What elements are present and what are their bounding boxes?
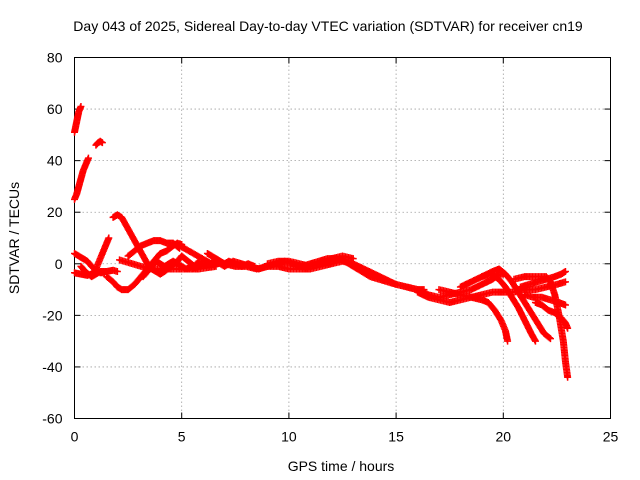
data-point <box>561 301 569 309</box>
data-point <box>564 373 572 381</box>
series-arc-u <box>516 268 569 291</box>
chart-title: Day 043 of 2025, Sidereal Day-to-day VTE… <box>73 18 583 34</box>
series-arc-s <box>478 265 554 343</box>
data-point <box>561 278 569 286</box>
axis-ticks: 0 5 10 15 20 25 -60 -40 -20 0 20 40 60 80 <box>42 50 618 445</box>
series-arc-r <box>456 270 539 345</box>
data-point <box>113 268 121 276</box>
series-arc-n <box>263 252 357 270</box>
data-point <box>561 268 569 276</box>
series-arc-w <box>521 291 569 309</box>
data-point <box>504 337 512 345</box>
data-point <box>349 255 357 263</box>
series-arc-a <box>71 102 85 136</box>
plot-frame <box>74 57 611 419</box>
x-tick-label: 10 <box>281 429 297 445</box>
data-point <box>105 234 113 242</box>
x-tick-label: 25 <box>603 429 619 445</box>
x-tick-label: 20 <box>496 429 512 445</box>
y-axis-label: SDTVAR / TECUs <box>6 182 22 294</box>
data-point <box>77 102 85 110</box>
y-tick-label: -40 <box>42 359 62 375</box>
y-tick-label: -60 <box>42 411 62 427</box>
y-tick-label: 40 <box>47 153 63 169</box>
series-arc-b <box>71 154 92 203</box>
series-arc-x <box>116 240 220 273</box>
data-point <box>531 337 539 345</box>
data-point <box>546 335 554 343</box>
data-point <box>564 324 572 332</box>
y-tick-label: 80 <box>47 50 63 66</box>
data-point <box>98 139 106 147</box>
x-tick-label: 0 <box>71 429 79 445</box>
series-arc-c <box>92 137 106 149</box>
y-tick-label: 0 <box>55 256 63 272</box>
data-point <box>545 334 553 342</box>
x-tick-label: 5 <box>178 429 186 445</box>
data-point <box>175 241 183 249</box>
y-tick-label: 60 <box>47 101 63 117</box>
data-point <box>173 240 181 248</box>
y-tick-label: -20 <box>42 307 62 323</box>
series-arc-f <box>77 262 121 281</box>
y-tick-label: 20 <box>47 204 63 220</box>
x-tick-label: 15 <box>388 429 404 445</box>
x-axis-label: GPS time / hours <box>288 458 395 474</box>
series-arc-q <box>435 286 512 345</box>
data-point <box>84 154 92 162</box>
data-points <box>71 102 572 381</box>
